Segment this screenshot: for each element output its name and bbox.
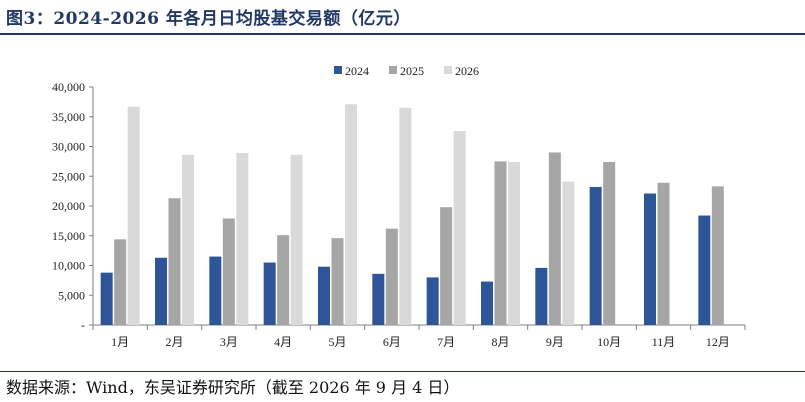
x-tick-label: 11月 (652, 335, 676, 349)
bar-2026-1月 (127, 106, 140, 325)
y-tick-label: 30,000 (52, 140, 85, 154)
bar-2025-11月 (657, 182, 670, 325)
y-tick-label: 35,000 (52, 110, 85, 124)
y-tick-label: 20,000 (52, 199, 85, 213)
x-tick-label: 2月 (165, 335, 183, 349)
bar-2024-6月 (372, 273, 385, 325)
bar-2024-7月 (426, 277, 439, 325)
x-tick-label: 10月 (597, 335, 621, 349)
bar-2025-3月 (222, 218, 235, 325)
bar-2025-9月 (548, 152, 561, 325)
bar-2026-8月 (508, 161, 520, 325)
figure-title: 图3：2024-2026 年各月日均股基交易额（亿元） (6, 9, 411, 29)
bar-2026-4月 (290, 154, 303, 325)
bar-2025-10月 (603, 161, 616, 325)
bar-2024-12月 (698, 215, 711, 325)
x-tick-label: 8月 (491, 335, 509, 349)
bar-2025-2月 (168, 198, 181, 325)
bar-chart: 2024 2025 2026 - 5,000 10,000 15,000 20,000 25,… (52, 64, 746, 349)
bar-2026-3月 (236, 153, 249, 325)
bar-2024-4月 (263, 262, 276, 325)
bar-2025-7月 (440, 207, 453, 325)
x-tick-label: 4月 (274, 335, 292, 349)
bar-2024-5月 (318, 266, 330, 325)
bar-2024-11月 (644, 193, 656, 325)
bar-2025-6月 (385, 228, 398, 325)
x-axis: 1月 2月 3月 4月 5月 6月 7月 8月 9月 10月 11月 12月 (92, 324, 746, 349)
bar-2025-1月 (114, 239, 127, 325)
bar-2026-2月 (182, 154, 194, 325)
x-tick-label: 9月 (546, 335, 564, 349)
bar-2026-9月 (562, 181, 575, 325)
bar-2026-5月 (345, 104, 357, 325)
y-tick-label: 40,000 (52, 80, 85, 94)
bars (100, 104, 724, 325)
bar-2024-2月 (155, 257, 167, 325)
y-tick-label: 10,000 (52, 259, 85, 273)
y-axis: - 5,000 10,000 15,000 20,000 25,000 30,000 35,0… (52, 80, 94, 332)
legend-label-2025: 2025 (400, 64, 424, 78)
source-note: 数据来源：Wind，东吴证券研究所（截至 2026 年 9 月 4 日） (6, 378, 460, 397)
x-tick-label: 1月 (111, 335, 129, 349)
bar-2025-4月 (277, 235, 290, 325)
y-tick-label: 15,000 (52, 229, 85, 243)
source-rule (0, 371, 805, 372)
legend-label-2026: 2026 (455, 64, 479, 78)
x-tick-label: 12月 (706, 335, 730, 349)
bar-2024-1月 (100, 272, 113, 325)
bar-2025-8月 (494, 161, 507, 325)
bar-2025-5月 (331, 238, 344, 325)
x-tick-label: 7月 (437, 335, 455, 349)
bar-2026-7月 (453, 131, 466, 325)
legend-label-2024: 2024 (345, 64, 369, 78)
bar-2025-12月 (711, 186, 724, 325)
x-tick-label: 5月 (328, 335, 346, 349)
legend-swatch-2025 (389, 66, 397, 74)
y-tick-label: 5,000 (58, 288, 85, 302)
y-tick-label: - (81, 318, 85, 332)
chart-legend: 2024 2025 2026 (334, 64, 479, 78)
title-rule (0, 33, 805, 35)
bar-2024-10月 (589, 186, 602, 325)
bar-2026-6月 (399, 107, 412, 325)
legend-swatch-2024 (334, 66, 342, 74)
bar-2024-9月 (535, 267, 548, 325)
x-tick-label: 3月 (220, 335, 238, 349)
bar-2024-8月 (481, 281, 493, 325)
x-tick-label: 6月 (383, 335, 401, 349)
legend-swatch-2026 (444, 66, 452, 74)
y-tick-label: 25,000 (52, 169, 85, 183)
bar-2024-3月 (209, 256, 222, 325)
